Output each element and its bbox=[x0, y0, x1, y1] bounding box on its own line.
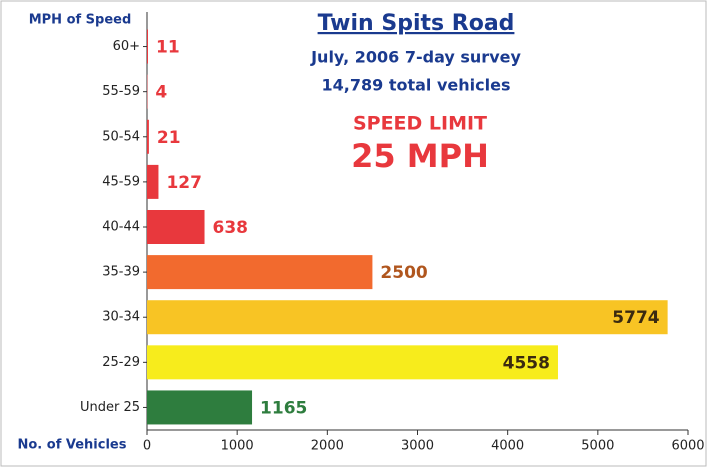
y-tick-label: 50-54 bbox=[102, 129, 140, 144]
value-label: 638 bbox=[213, 218, 249, 238]
bar bbox=[147, 255, 373, 290]
bar bbox=[147, 29, 148, 64]
value-label: 1165 bbox=[260, 398, 307, 418]
x-axis-label: No. of Vehicles bbox=[18, 438, 127, 453]
annotation: SPEED LIMIT bbox=[353, 113, 487, 135]
y-tick-label: 40-44 bbox=[102, 220, 140, 235]
subtitle: July, 2006 7-day survey bbox=[310, 48, 521, 67]
bar bbox=[147, 119, 149, 154]
x-tick-label: 5000 bbox=[581, 439, 614, 454]
y-tick-label: Under 25 bbox=[80, 400, 140, 415]
y-tick-label: 45-59 bbox=[102, 174, 140, 189]
bar bbox=[147, 390, 253, 425]
y-tick-label: 30-34 bbox=[102, 310, 140, 325]
bar bbox=[147, 300, 668, 335]
y-axis-label: MPH of Speed bbox=[29, 13, 132, 28]
bar bbox=[147, 164, 159, 199]
value-label: 2500 bbox=[380, 263, 427, 283]
x-tick-label: 4000 bbox=[491, 439, 524, 454]
bar bbox=[147, 210, 205, 244]
y-tick-label: 60+ bbox=[113, 39, 140, 54]
value-label: 11 bbox=[156, 38, 180, 58]
value-label: 127 bbox=[166, 173, 202, 193]
total: 14,789 total vehicles bbox=[322, 76, 511, 95]
chart-title: Twin Spits Road bbox=[318, 11, 515, 36]
y-tick-label: 35-39 bbox=[102, 265, 140, 280]
annotation-big: 25 MPH bbox=[351, 137, 489, 175]
x-tick-label: 2000 bbox=[311, 439, 344, 454]
value-label: 4 bbox=[155, 83, 167, 103]
value-label: 21 bbox=[157, 128, 181, 148]
bar bbox=[147, 345, 558, 380]
x-tick-label: 1000 bbox=[221, 439, 254, 454]
x-tick-label: 6000 bbox=[671, 439, 704, 454]
y-tick-label: 55-59 bbox=[102, 84, 140, 99]
value-label: 4558 bbox=[503, 353, 550, 373]
y-tick-label: 25-29 bbox=[102, 355, 140, 370]
x-tick-label: 0 bbox=[143, 439, 151, 454]
value-label: 5774 bbox=[612, 308, 659, 328]
x-tick-label: 3000 bbox=[401, 439, 434, 454]
